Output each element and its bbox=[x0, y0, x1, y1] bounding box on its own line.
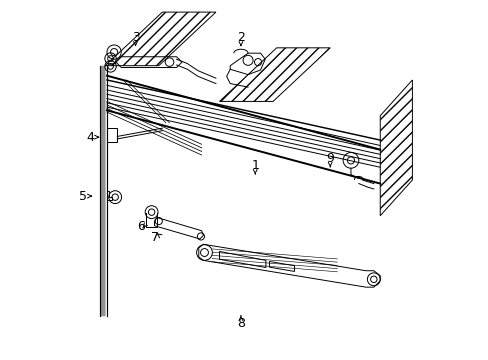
Bar bbox=[107, 128, 117, 142]
Text: 9: 9 bbox=[325, 152, 333, 165]
Text: 2: 2 bbox=[237, 31, 244, 44]
Text: 7: 7 bbox=[151, 231, 159, 244]
Text: 8: 8 bbox=[237, 317, 244, 330]
Text: 5: 5 bbox=[79, 190, 87, 203]
Text: 4: 4 bbox=[86, 131, 94, 144]
Text: 1: 1 bbox=[251, 159, 259, 172]
Text: 3: 3 bbox=[131, 31, 139, 44]
Text: 6: 6 bbox=[137, 220, 144, 233]
